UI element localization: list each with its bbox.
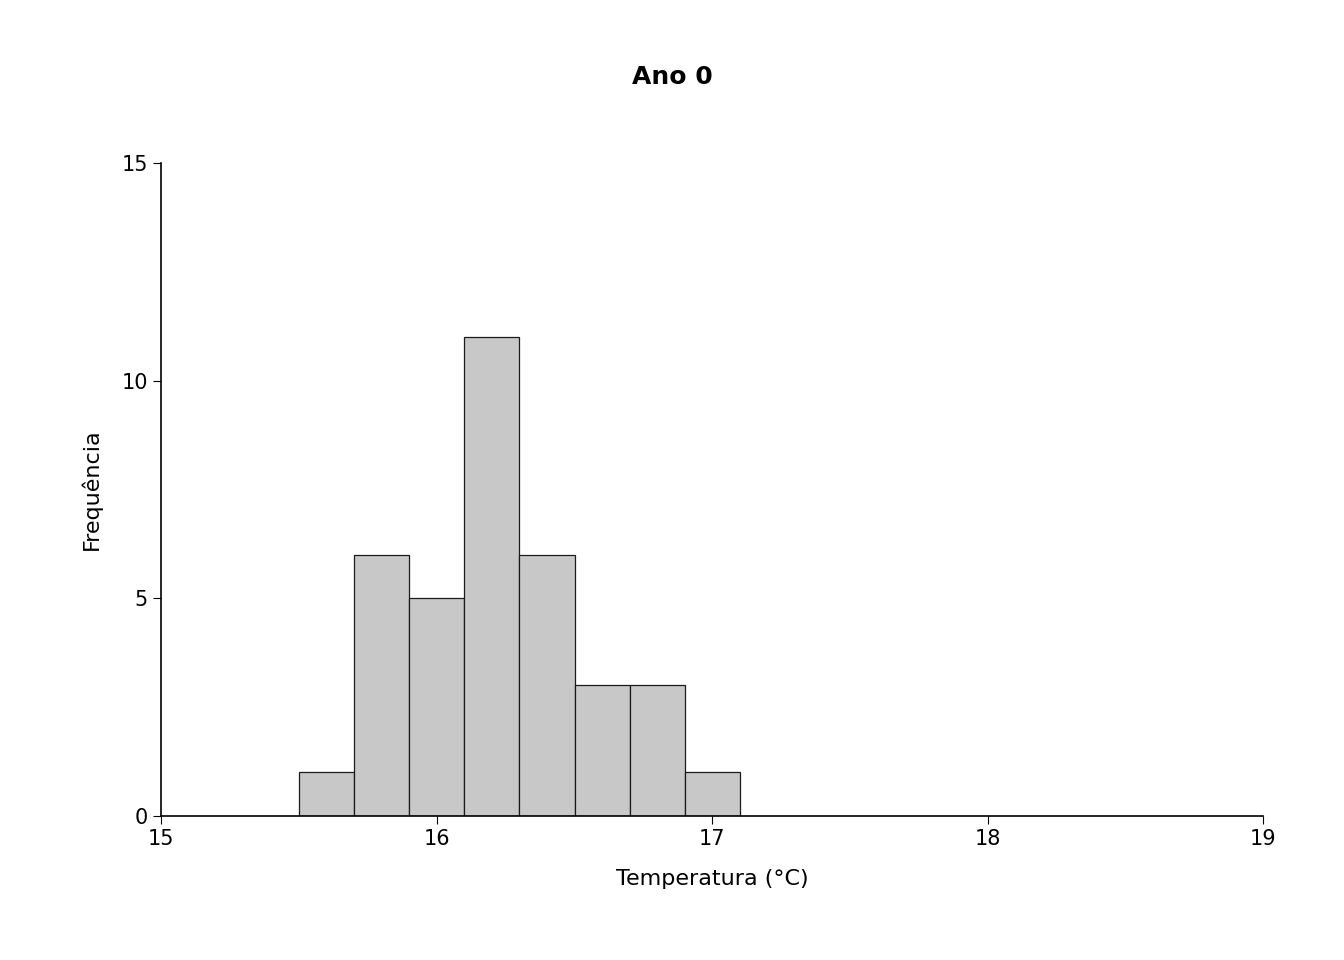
- Bar: [630, 685, 684, 816]
- Bar: [410, 598, 465, 816]
- Bar: [300, 773, 355, 816]
- X-axis label: Temperatura (°C): Temperatura (°C): [616, 869, 809, 889]
- Bar: [465, 337, 520, 816]
- Bar: [575, 685, 630, 816]
- Text: Ano 0: Ano 0: [632, 65, 712, 88]
- Bar: [355, 555, 410, 816]
- Bar: [520, 555, 575, 816]
- Y-axis label: Frequência: Frequência: [81, 429, 102, 550]
- Bar: [685, 773, 741, 816]
